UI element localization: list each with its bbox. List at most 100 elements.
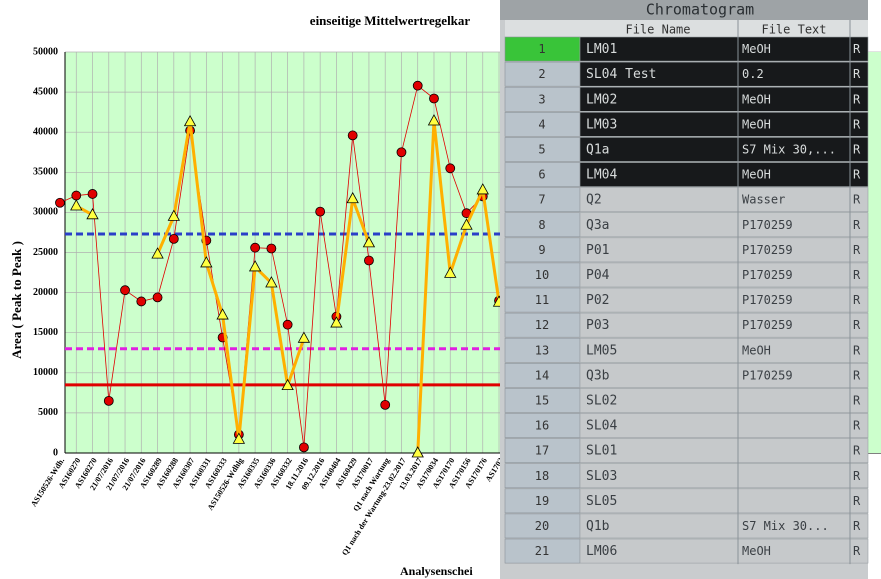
column-3: R xyxy=(853,419,861,433)
column-3: R xyxy=(853,193,861,207)
row-number: 18 xyxy=(535,469,549,483)
column-3: R xyxy=(853,293,861,307)
file-text: P170259 xyxy=(742,268,793,282)
file-name: SL04 Test xyxy=(586,67,656,82)
column-3: R xyxy=(853,268,861,282)
file-name: LM04 xyxy=(586,168,617,183)
column-3: R xyxy=(853,544,861,558)
column-3: R xyxy=(853,368,861,382)
file-text: P170259 xyxy=(742,243,793,257)
row-number-cell xyxy=(504,137,581,162)
point xyxy=(183,114,197,127)
file-text: P170259 xyxy=(742,293,793,307)
row-number: 9 xyxy=(538,243,545,257)
row-number-cell xyxy=(504,463,581,489)
column-3: R xyxy=(853,343,861,357)
row-cell xyxy=(579,112,869,137)
row-cell xyxy=(579,413,869,438)
file-text: MeOH xyxy=(742,343,771,357)
point xyxy=(151,247,164,259)
column-3: R xyxy=(853,444,861,458)
y-tick-label: 15000 xyxy=(33,327,58,338)
file-name: SL04 xyxy=(586,419,617,434)
point xyxy=(168,233,179,244)
row-number-cell xyxy=(504,112,581,137)
y-tick-label: 20000 xyxy=(33,287,58,298)
row-number-cell xyxy=(504,312,581,338)
file-name: P02 xyxy=(586,293,609,308)
row-cell xyxy=(579,513,869,539)
file-text: P170259 xyxy=(742,218,793,232)
point xyxy=(103,395,114,406)
file-name: Q2 xyxy=(586,193,602,208)
point xyxy=(248,260,262,272)
row-number: 13 xyxy=(535,343,549,357)
file-name: P04 xyxy=(586,268,610,283)
row-cell xyxy=(579,162,869,187)
row-cell xyxy=(579,262,869,288)
row-cell xyxy=(579,362,869,388)
point xyxy=(347,130,358,141)
y-tick-label: 40000 xyxy=(33,126,58,137)
column-3: R xyxy=(853,243,861,257)
row-number: 15 xyxy=(535,393,549,407)
column-3: R xyxy=(853,168,861,182)
point xyxy=(281,378,294,391)
row-number-cell xyxy=(504,488,581,514)
row-number-cell xyxy=(504,61,581,87)
point xyxy=(152,292,163,303)
row-number: 14 xyxy=(535,368,549,382)
y-tick-label: 10000 xyxy=(33,367,58,378)
row-cell xyxy=(579,212,869,238)
point xyxy=(476,183,489,195)
series-line xyxy=(75,120,501,454)
file-name: Q3b xyxy=(586,368,610,383)
point xyxy=(444,266,457,278)
point xyxy=(315,206,326,217)
row-number: 11 xyxy=(535,293,549,307)
row-cell xyxy=(579,488,869,514)
row-number-cell xyxy=(504,388,581,413)
point xyxy=(412,80,423,91)
row-number-cell xyxy=(504,212,581,238)
row-cell xyxy=(579,86,869,112)
row-number: 16 xyxy=(535,419,549,433)
column-header: File Name xyxy=(625,23,690,37)
row-number: 5 xyxy=(538,142,545,156)
row-number: 6 xyxy=(538,168,545,182)
point xyxy=(411,446,424,458)
y-tick-label: 35000 xyxy=(33,167,58,178)
y-tick-label: 0 xyxy=(53,447,58,458)
window-title: Chromatogram xyxy=(646,1,754,19)
point xyxy=(346,191,359,204)
point xyxy=(200,256,213,268)
row-number-cell xyxy=(504,162,581,187)
point xyxy=(362,236,376,248)
row-number: 7 xyxy=(538,193,545,207)
row-number-cell xyxy=(504,86,581,112)
file-name: LM05 xyxy=(586,343,617,358)
row-cell xyxy=(579,36,869,62)
series-line xyxy=(59,84,500,448)
column-3: R xyxy=(853,393,861,407)
point xyxy=(265,276,278,288)
file-text: P170259 xyxy=(742,318,793,332)
file-text: MeOH xyxy=(742,42,771,56)
window-header xyxy=(500,0,868,20)
column-3: R xyxy=(853,519,861,533)
row-number-cell xyxy=(504,538,581,564)
point xyxy=(396,147,407,158)
header-row xyxy=(505,20,868,40)
point xyxy=(216,308,229,320)
file-name: Q1a xyxy=(586,142,609,157)
file-text: MeOH xyxy=(742,544,771,558)
y-axis-label: Area ( Peak to Peak ) xyxy=(9,241,24,359)
column-3: R xyxy=(853,42,861,56)
row-cell xyxy=(579,312,869,338)
row-number-cell xyxy=(504,513,581,539)
file-name: LM02 xyxy=(586,92,617,107)
row-number-cell xyxy=(504,362,581,388)
point xyxy=(232,432,246,444)
row-number: 1 xyxy=(538,42,545,56)
